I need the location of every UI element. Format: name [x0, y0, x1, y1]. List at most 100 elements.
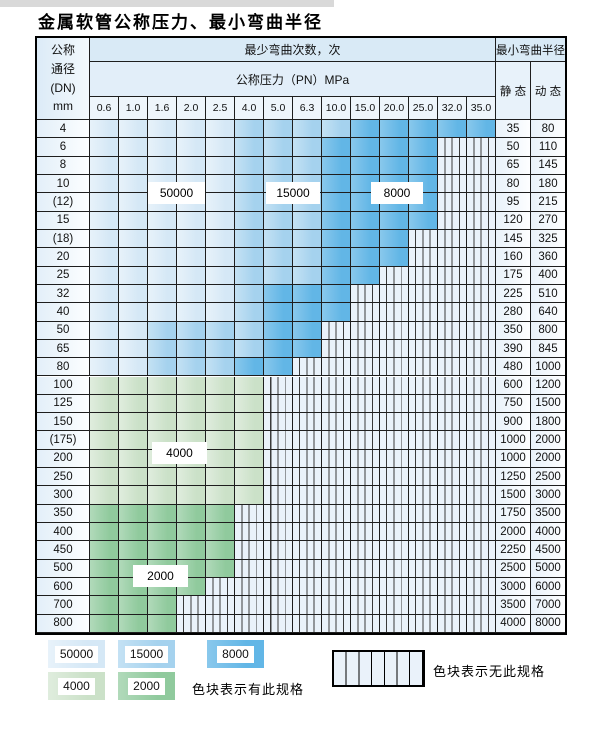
spec-cell-b1 — [177, 248, 206, 267]
spec-cell-b2 — [235, 321, 264, 340]
static-radius-cell: 1750 — [496, 504, 531, 524]
no-spec-cell — [438, 174, 467, 194]
spec-cell-g1 — [235, 449, 264, 469]
table-row: 150 900 1800 — [37, 413, 565, 432]
spec-cell-g2 — [177, 541, 206, 560]
spec-cell-g2 — [119, 596, 148, 615]
spec-cell-b1 — [148, 156, 177, 175]
no-spec-cell — [380, 449, 409, 469]
dn-cell: 600 — [37, 578, 90, 597]
spec-cell-g2 — [90, 578, 119, 597]
spec-cell-b2 — [264, 266, 293, 285]
spec-cell-b3 — [409, 120, 438, 139]
spec-cell-b1 — [148, 211, 177, 230]
spec-cell-b2 — [293, 120, 322, 139]
spec-cell-g1 — [206, 449, 235, 469]
dynamic-radius-cell: 2500 — [531, 468, 565, 487]
legend-swatch-50000: 50000 — [48, 640, 105, 668]
no-spec-cell — [351, 321, 380, 340]
dynamic-radius-cell: 800 — [531, 321, 565, 340]
bend-count-label: 4000 — [152, 442, 207, 464]
spec-cell-b3 — [293, 321, 322, 340]
spec-cell-b1 — [119, 174, 148, 194]
spec-cell-g2 — [119, 523, 148, 542]
no-spec-cell — [467, 156, 496, 175]
table-row: 700 3500 7000 — [37, 596, 565, 615]
static-radius-cell: 4000 — [496, 614, 531, 633]
static-radius-cell: 280 — [496, 303, 531, 322]
dynamic-radius-cell: 510 — [531, 284, 565, 304]
legend: 50000 15000 8000 4000 2000 色块表示有此规格 色块表示无此规格 — [30, 638, 575, 713]
no-spec-cell — [409, 468, 438, 487]
spec-cell-g2 — [148, 541, 177, 560]
no-spec-cell — [264, 614, 293, 633]
spec-table: 公称 通径 (DN) mm 最少弯曲次数，次 最小弯曲半径 公称压力（PN）MP… — [35, 36, 567, 635]
table-row: (18) 145 325 — [37, 229, 565, 249]
spec-cell-b2 — [264, 156, 293, 175]
no-spec-cell — [467, 376, 496, 395]
spec-cell-g1 — [90, 431, 119, 450]
static-radius-cell: 1000 — [496, 431, 531, 450]
no-spec-cell — [293, 504, 322, 524]
spec-cell-g1 — [206, 376, 235, 395]
no-spec-cell — [264, 449, 293, 469]
spec-cell-g1 — [177, 486, 206, 505]
spec-cell-b1 — [177, 211, 206, 230]
spec-cell-g1 — [206, 486, 235, 505]
no-spec-cell — [351, 578, 380, 597]
legend-swatch-label: 2000 — [128, 677, 165, 695]
table-row: 8 65 145 — [37, 156, 565, 175]
spec-cell-g1 — [177, 394, 206, 414]
dynamic-radius-cell: 360 — [531, 248, 565, 267]
table-row: 400 2000 4000 — [37, 523, 565, 542]
no-spec-cell — [380, 486, 409, 505]
spec-cell-b1 — [119, 193, 148, 212]
table-row: 600 3000 6000 — [37, 578, 565, 597]
no-spec-cell — [322, 559, 351, 579]
spec-cell-b3 — [409, 211, 438, 230]
dn-cell: 6 — [37, 138, 90, 157]
no-spec-cell — [438, 358, 467, 377]
no-spec-cell — [438, 578, 467, 597]
spec-cell-b2 — [264, 248, 293, 267]
spec-cell-g2 — [206, 523, 235, 542]
spec-cell-b3 — [264, 303, 293, 322]
no-spec-cell — [264, 523, 293, 542]
no-spec-cell — [322, 504, 351, 524]
no-spec-cell — [467, 449, 496, 469]
spec-cell-b1 — [90, 284, 119, 304]
spec-cell-g2 — [90, 504, 119, 524]
spec-cell-b1 — [206, 248, 235, 267]
spec-cell-b1 — [206, 174, 235, 194]
spec-cell-b1 — [177, 284, 206, 304]
header-dynamic: 动 态 — [531, 62, 565, 120]
no-spec-cell — [177, 614, 206, 633]
no-spec-cell — [409, 303, 438, 322]
spec-cell-b2 — [206, 339, 235, 359]
legend-swatch-15000: 15000 — [118, 640, 175, 668]
pressure-header-cell: 1.6 — [148, 97, 177, 120]
no-spec-cell — [467, 339, 496, 359]
dn-cell: 50 — [37, 321, 90, 340]
no-spec-cell — [351, 468, 380, 487]
spec-cell-b1 — [148, 266, 177, 285]
spec-cell-b3 — [351, 156, 380, 175]
legend-swatch-label: 4000 — [58, 677, 95, 695]
no-spec-cell — [409, 559, 438, 579]
spec-cell-b3 — [380, 156, 409, 175]
spec-cell-g1 — [148, 413, 177, 432]
no-spec-cell — [467, 578, 496, 597]
spec-cell-g2 — [90, 596, 119, 615]
no-spec-cell — [264, 578, 293, 597]
spec-cell-b3 — [380, 248, 409, 267]
no-spec-cell — [409, 541, 438, 560]
dn-cell: 450 — [37, 541, 90, 560]
no-spec-cell — [438, 541, 467, 560]
spec-cell-b1 — [119, 339, 148, 359]
static-radius-cell: 65 — [496, 156, 531, 175]
static-radius-cell: 1500 — [496, 486, 531, 505]
table-row: 20 160 360 — [37, 248, 565, 267]
spec-cell-b1 — [148, 120, 177, 139]
spec-cell-b3 — [351, 266, 380, 285]
no-spec-cell — [438, 229, 467, 249]
